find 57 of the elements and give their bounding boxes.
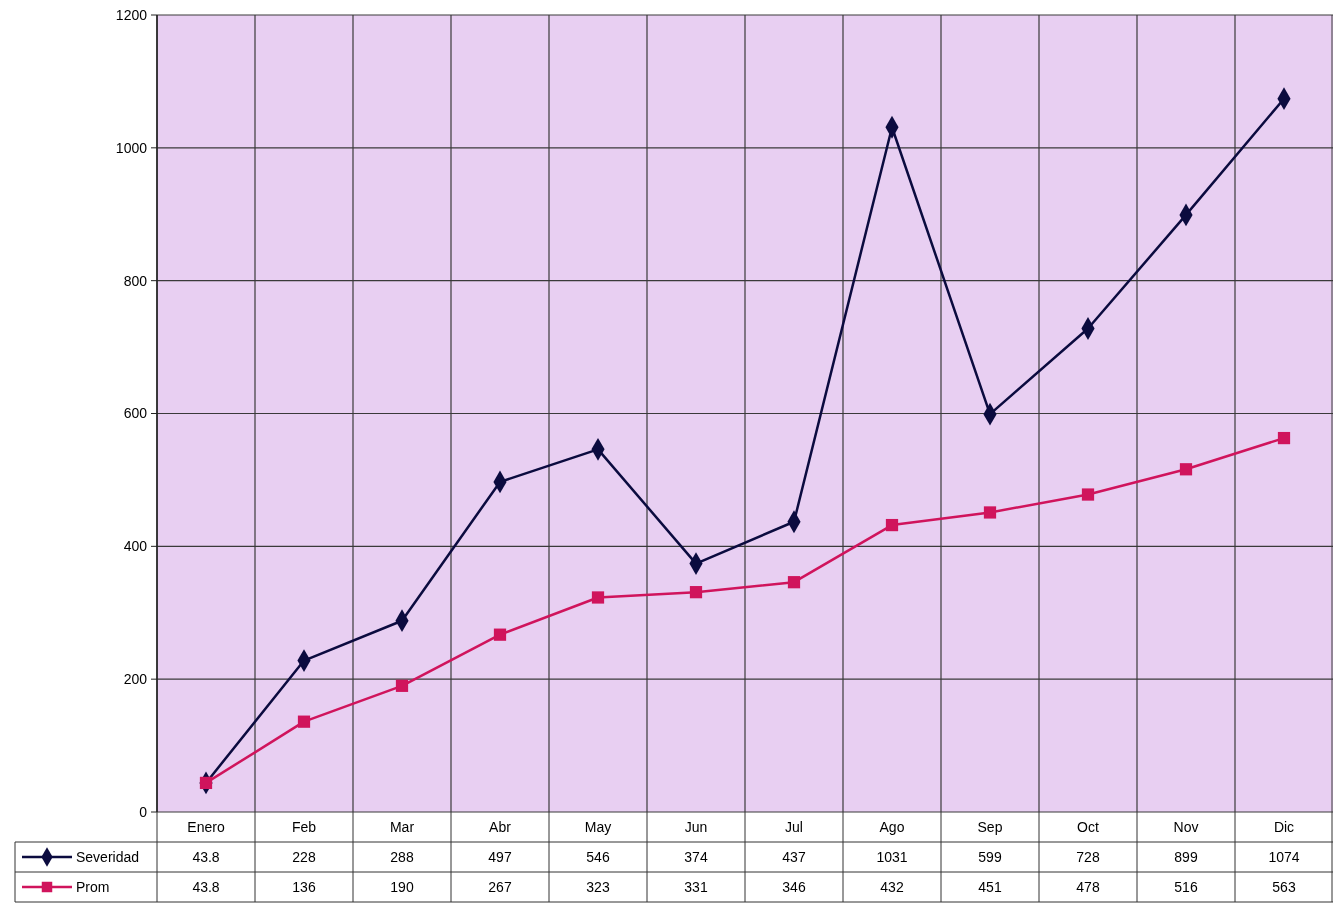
y-tick-label: 600 <box>123 405 148 422</box>
data-label: 136 <box>292 878 316 895</box>
legend-label: Severidad <box>76 848 140 865</box>
x-tick-label: Mar <box>389 818 415 835</box>
x-tick-label: Ago <box>879 818 905 835</box>
x-tick-label: Oct <box>1077 818 1099 835</box>
x-tick-label: May <box>584 818 612 835</box>
data-label: 288 <box>390 848 414 865</box>
data-label: 563 <box>1272 878 1296 895</box>
data-label: 190 <box>390 878 414 895</box>
data-label: 451 <box>978 878 1002 895</box>
data-label: 346 <box>782 878 806 895</box>
data-label: 432 <box>880 878 904 895</box>
y-tick-label: 800 <box>123 272 148 289</box>
y-tick-label: 200 <box>123 671 148 688</box>
point <box>1081 488 1095 501</box>
data-label: 899 <box>1174 848 1198 865</box>
x-tick-label: Nov <box>1173 818 1199 835</box>
point <box>1179 463 1193 476</box>
data-label: 497 <box>488 848 512 865</box>
data-label: 1031 <box>876 848 908 865</box>
y-tick-label: 0 <box>139 803 148 820</box>
data-label: 437 <box>782 848 806 865</box>
data-label: 728 <box>1076 848 1100 865</box>
point <box>787 576 801 589</box>
point <box>983 506 997 519</box>
data-label: 478 <box>1076 878 1100 895</box>
legend-label: Prom <box>76 878 110 895</box>
data-label: 599 <box>978 848 1002 865</box>
point <box>199 776 213 790</box>
point <box>493 628 507 641</box>
point <box>689 586 703 599</box>
x-tick-label: Jun <box>684 818 708 835</box>
x-tick-label: Dic <box>1273 818 1295 835</box>
x-tick-label: Enero <box>187 818 225 835</box>
x-tick-label: Sep <box>977 818 1003 835</box>
data-label: 331 <box>684 878 708 895</box>
x-tick-label: Feb <box>291 818 317 835</box>
point <box>591 591 605 604</box>
data-label: 374 <box>684 848 708 865</box>
y-tick-label: 400 <box>123 538 148 555</box>
data-label: 43.8 <box>192 878 220 895</box>
point <box>297 715 311 728</box>
y-tick-label: 1000 <box>115 139 148 156</box>
data-label: 267 <box>488 878 512 895</box>
data-label: 43.8 <box>192 848 220 865</box>
data-label: 546 <box>586 848 610 865</box>
x-tick-label: Abr <box>489 818 512 835</box>
x-tick-label: Jul <box>785 818 803 835</box>
point <box>395 679 409 692</box>
data-label: 1074 <box>1268 848 1300 865</box>
data-label: 516 <box>1174 878 1198 895</box>
point <box>1277 431 1291 445</box>
data-label: 323 <box>586 878 610 895</box>
point <box>885 518 899 532</box>
y-tick-label: 1200 <box>115 6 148 23</box>
data-label: 228 <box>292 848 316 865</box>
